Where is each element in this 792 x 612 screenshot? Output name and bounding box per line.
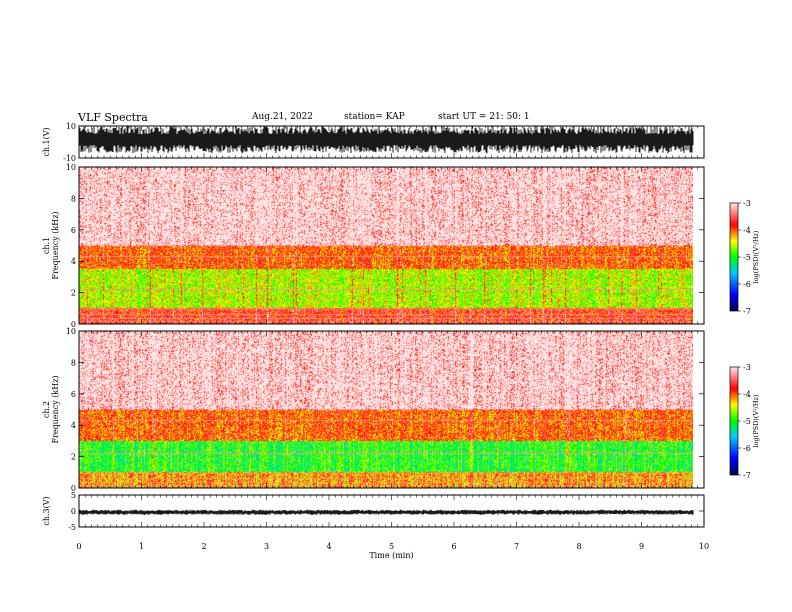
y-axis-label: ch.2	[42, 401, 51, 418]
y-tick-label: 10	[66, 163, 76, 172]
x-tick-label: 1	[139, 542, 144, 551]
colorbar-tick-label: -7	[743, 307, 751, 316]
plot-title: VLF Spectra	[78, 111, 148, 124]
panel-frame-1	[78, 166, 705, 325]
colorbar-tick-label: -5	[743, 253, 751, 262]
colorbar-tick-label: -7	[743, 471, 751, 480]
y-tick-label: -10	[63, 154, 76, 163]
x-tick-label: 9	[639, 542, 644, 551]
y-tick-label: 4	[71, 257, 76, 266]
x-tick-label: 6	[451, 542, 456, 551]
x-tick-label: 0	[76, 542, 81, 551]
ch1-waveform	[78, 126, 694, 154]
x-tick-label: 8	[576, 542, 581, 551]
ch3-waveform-trace	[78, 509, 694, 515]
y-axis-label: Frequency (kHz)	[51, 211, 60, 279]
x-tick-label: 3	[264, 542, 269, 551]
ch1-colorbar	[730, 203, 738, 311]
y-axis-label: ch.1(V)	[42, 127, 51, 156]
y-tick-label: 8	[71, 358, 76, 367]
colorbar-tick-label: -4	[743, 226, 751, 235]
y-tick-label: 2	[71, 289, 76, 298]
y-tick-label: 6	[71, 226, 76, 235]
x-axis-label: Time (min)	[369, 551, 413, 560]
colorbar-tick-label: -4	[743, 390, 751, 399]
colorbar-frame-1	[729, 366, 739, 476]
y-tick-label: 6	[71, 390, 76, 399]
y-tick-label: 0	[71, 484, 76, 493]
colorbar-tick-label: -6	[743, 280, 751, 289]
y-tick-label: 2	[71, 453, 76, 462]
x-tick-label: 4	[326, 542, 331, 551]
colorbar-tick-label: -3	[743, 199, 751, 208]
colorbar-tick-label: -5	[743, 417, 751, 426]
colorbar-label: log(PSD)(V²/Hz)	[752, 394, 760, 447]
ch3-waveform	[78, 509, 694, 515]
y-tick-label: 8	[71, 194, 76, 203]
ch2-spectrogram-image	[79, 331, 693, 488]
date-label: Aug.21, 2022	[252, 112, 313, 122]
colorbar-tick-label: -6	[743, 444, 751, 453]
y-tick-label: 10	[66, 327, 76, 336]
y-tick-label: 5	[71, 491, 76, 500]
ch2-colorbar	[730, 367, 738, 475]
y-tick-label: 10	[66, 122, 76, 131]
y-axis-label: Frequency (kHz)	[51, 375, 60, 443]
x-tick-label: 10	[699, 542, 709, 551]
colorbar-tick-label: -3	[743, 363, 751, 372]
y-tick-label: 0	[71, 320, 76, 329]
x-tick-label: 5	[389, 542, 394, 551]
colorbar-frame-0	[729, 202, 739, 312]
y-axis-label: ch.1	[42, 237, 51, 254]
ch1-spectrogram-image	[79, 167, 693, 324]
ch1-waveform-trace	[78, 126, 694, 154]
x-tick-label: 2	[201, 542, 206, 551]
y-tick-label: 0	[71, 507, 76, 516]
y-axis-label: ch.3(V)	[42, 496, 51, 525]
station-label: station= KAP	[344, 112, 405, 122]
x-tick-label: 7	[514, 542, 519, 551]
start-time-label: start UT = 21: 50: 1	[438, 112, 530, 122]
y-tick-label: 4	[71, 421, 76, 430]
panel-frame-2	[78, 330, 705, 489]
colorbar-label: log(PSD)(V²/Hz)	[752, 230, 760, 283]
y-tick-label: -5	[68, 523, 76, 532]
